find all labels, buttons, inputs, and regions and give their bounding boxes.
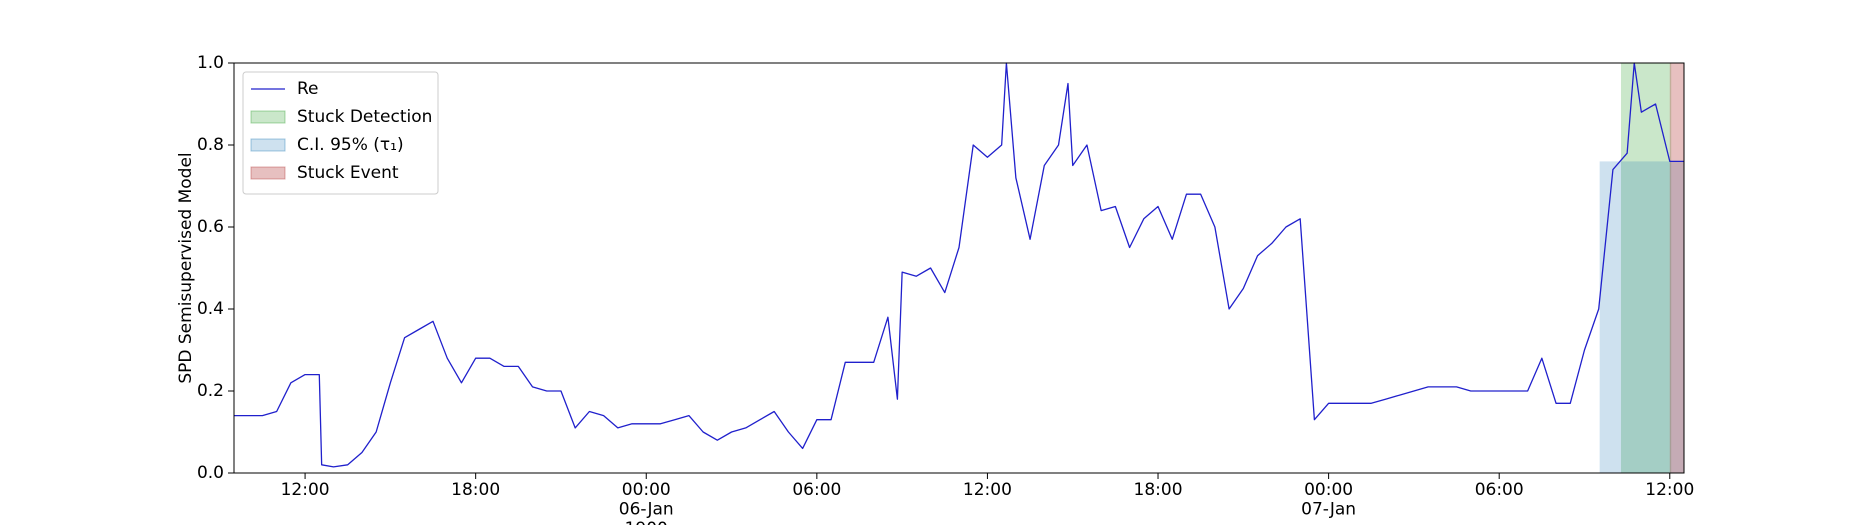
y-axis-label: SPD Semisupervised Model xyxy=(176,152,196,383)
x-tick-label: 12:00 xyxy=(281,480,330,500)
legend-patch xyxy=(250,166,286,180)
x-tick-label: 12:00 xyxy=(963,480,1012,500)
legend-patch xyxy=(250,110,286,124)
legend-patch xyxy=(250,138,286,152)
y-tick-label: 0.0 xyxy=(197,463,224,483)
x-tick-label: 12:00 xyxy=(1645,480,1694,500)
y-tick-label: 0.2 xyxy=(197,381,224,401)
x-tick-label: 18:00 xyxy=(1134,480,1183,500)
legend-label: Stuck Event xyxy=(297,163,399,183)
shaded-span xyxy=(1669,63,1684,473)
legend: Re Stuck Detection C.I. 95% (τ₁) Stuck Even… xyxy=(242,71,439,195)
legend-label: Re xyxy=(297,79,319,99)
y-tick-label: 0.6 xyxy=(197,217,224,237)
x-tick-label: 06:00 xyxy=(1475,480,1524,500)
plot-frame xyxy=(233,62,1685,474)
x-tick-label: 06:00 xyxy=(792,480,841,500)
legend-label: C.I. 95% (τ₁) xyxy=(297,135,404,155)
legend-label: Stuck Detection xyxy=(297,107,432,127)
y-tick-label: 0.8 xyxy=(197,135,224,155)
y-tick-label: 0.4 xyxy=(197,299,224,319)
legend-box xyxy=(242,71,439,195)
data-line xyxy=(234,62,1684,468)
shaded-span xyxy=(1599,161,1684,473)
x-tick-label: 18:00 xyxy=(451,480,500,500)
x-tick-label: 00:00 07-Jan xyxy=(1301,480,1356,520)
y-tick-label: 1.0 xyxy=(197,53,224,73)
